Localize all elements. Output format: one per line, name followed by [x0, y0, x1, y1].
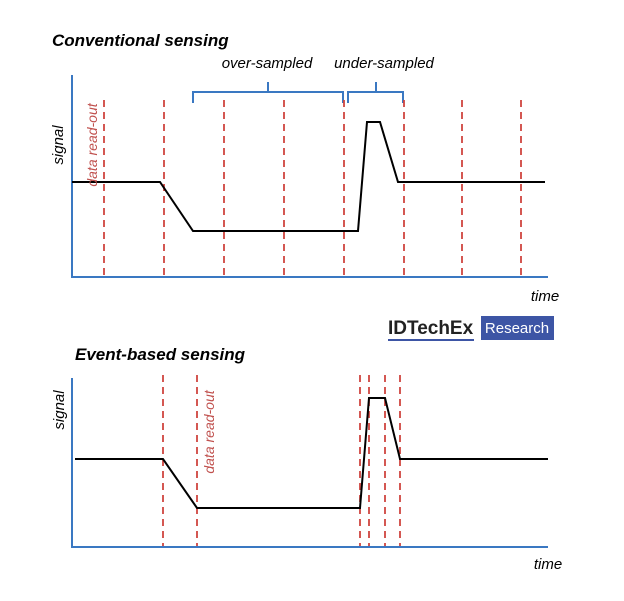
axes: [71, 378, 548, 548]
readout-label: data read-out: [201, 389, 217, 473]
axis-label: signal: [50, 125, 67, 165]
readout-lines: [162, 375, 401, 547]
bracket-label: over-sampled: [222, 55, 313, 72]
logo-badge: [481, 316, 554, 340]
bracket: [192, 82, 344, 103]
readout-label: data read-out: [84, 102, 100, 186]
logo-badge-text: Research: [485, 320, 549, 337]
panel-title: Conventional sensing: [52, 31, 229, 50]
axes: [71, 75, 548, 278]
logo-name: IDTechEx: [388, 318, 474, 339]
bracket: [347, 82, 404, 103]
panel-title: Event-based sensing: [75, 345, 246, 364]
axis-label: time: [531, 288, 559, 305]
signal-line: [72, 121, 545, 232]
axis-label: signal: [51, 390, 68, 430]
readout-lines: [103, 100, 522, 277]
signal-line: [75, 397, 548, 509]
axis-label: time: [534, 556, 562, 573]
bracket-label: under-sampled: [334, 55, 434, 72]
